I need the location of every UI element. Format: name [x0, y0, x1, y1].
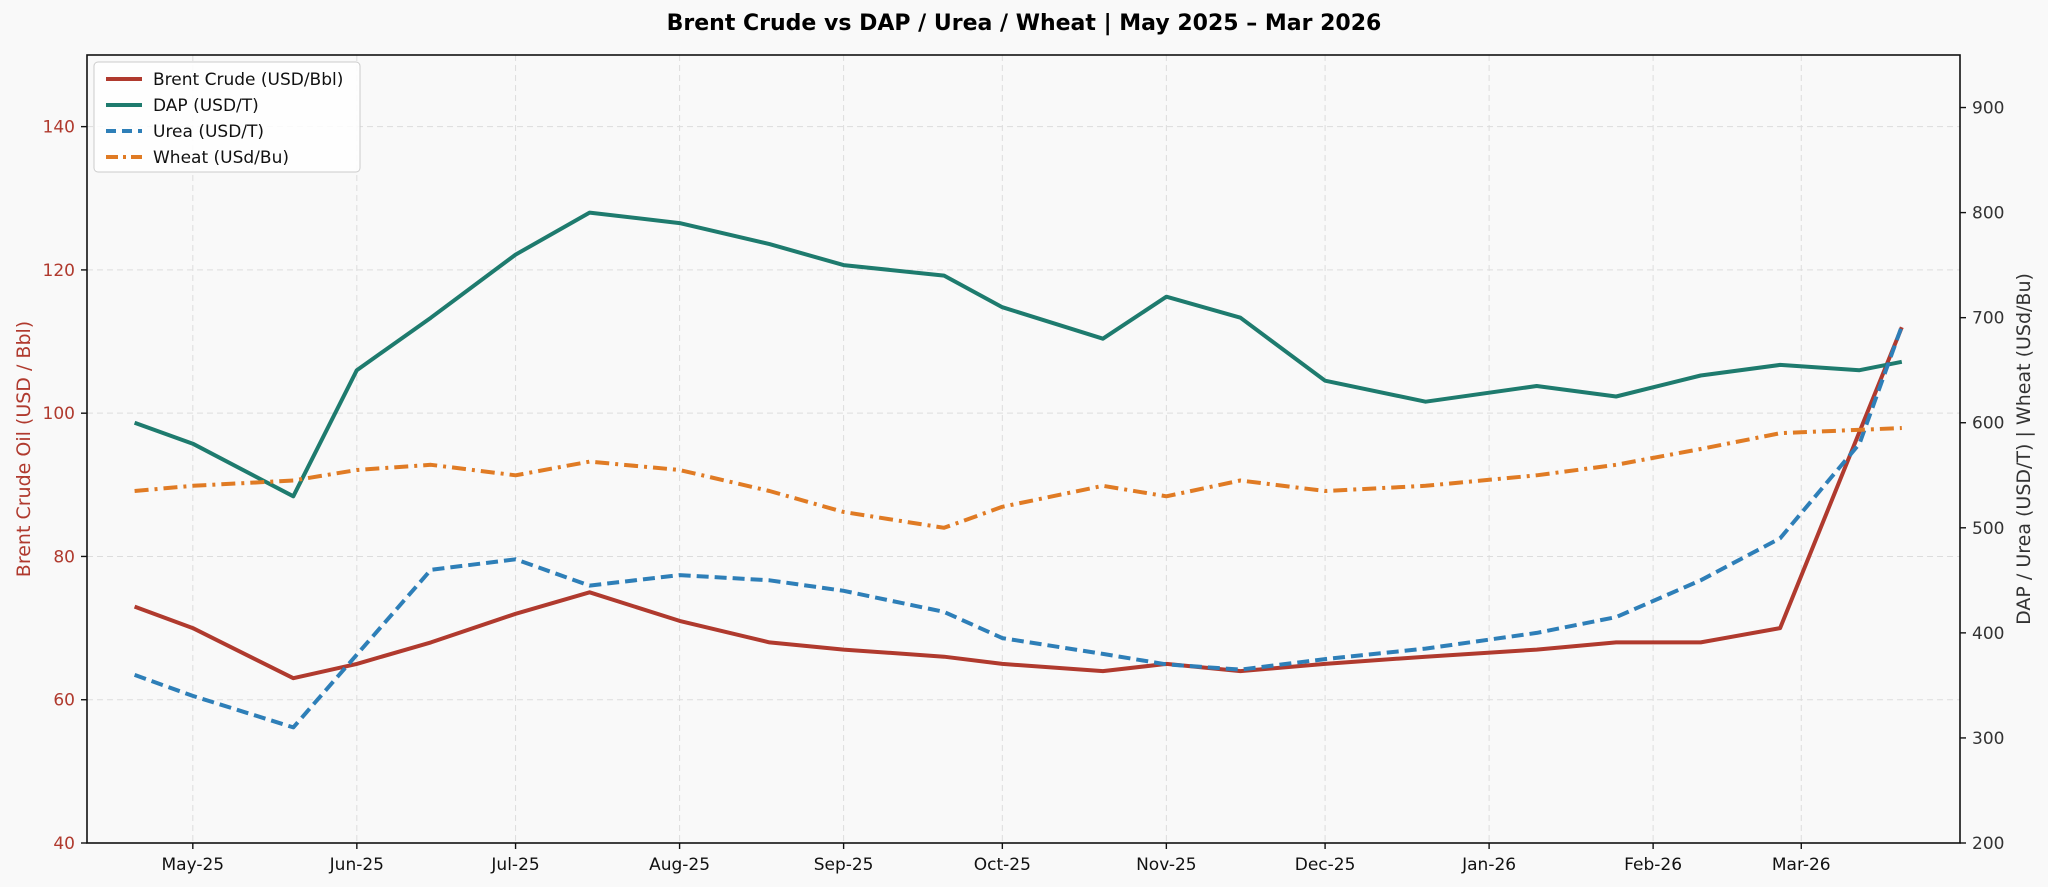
y-left-tick-label: 60 — [53, 691, 75, 711]
series-line-brent — [133, 326, 1904, 681]
x-tick-label: Feb-26 — [1624, 855, 1682, 875]
legend: Brent Crude (USD/Bbl) DAP (USD/T) Urea (US… — [93, 61, 361, 173]
x-tick-label: Sep-25 — [814, 855, 874, 875]
y-left-tick-label: 100 — [43, 404, 75, 424]
y-right-tick-label: 200 — [1972, 834, 2004, 854]
y-right-tick-label: 500 — [1972, 519, 2004, 539]
y-right-tick-label: 900 — [1972, 99, 2004, 119]
series-line-urea — [133, 325, 1904, 730]
x-tick-label: Oct-25 — [974, 855, 1031, 875]
y-axis-left-label: Brent Crude Oil (USD / Bbl) — [13, 321, 35, 577]
x-tick-label: Jun-25 — [329, 855, 384, 875]
legend-label: DAP (USD/T) — [153, 96, 259, 116]
y-right-tick-label: 800 — [1972, 204, 2004, 224]
x-tick-label: Mar-26 — [1772, 855, 1831, 875]
y-left-tick-label: 120 — [43, 261, 75, 281]
x-tick-label: Nov-25 — [1136, 855, 1197, 875]
grid — [87, 55, 1960, 844]
legend-label: Brent Crude (USD/Bbl) — [153, 70, 343, 90]
y-left-tick-label: 80 — [53, 547, 75, 567]
legend-label: Urea (USD/T) — [153, 122, 264, 142]
series-line-wheat — [134, 426, 1902, 530]
y-left-tick-label: 140 — [43, 118, 75, 138]
x-tick-label: Dec-25 — [1295, 855, 1356, 875]
series-layer — [133, 210, 1904, 730]
y-right-tick-label: 300 — [1972, 729, 2004, 749]
chart-title: Brent Crude vs DAP / Urea / Wheat | May … — [667, 11, 1382, 36]
y-right-tick-label: 700 — [1972, 309, 2004, 329]
y-right-tick-label: 400 — [1972, 624, 2004, 644]
x-tick-label: Aug-25 — [649, 855, 710, 875]
y-right-tick-label: 600 — [1972, 414, 2004, 434]
x-axis: May-25 Jun-25 Jul-25 Aug-25 Sep-25 Oct-25 Nov-… — [162, 843, 1831, 875]
y-axis-right-label: DAP / Urea (USD/T) | Wheat (USd/Bu) — [2013, 273, 2035, 625]
y-axis-right: 200 300 400 500 600 700 800 900 — [1960, 99, 2004, 854]
legend-label: Wheat (USd/Bu) — [153, 148, 289, 168]
plot-frame — [86, 54, 1961, 844]
y-axis-left: 40 60 80 100 120 140 — [43, 118, 87, 854]
x-tick-label: May-25 — [162, 855, 225, 875]
legend-box — [93, 61, 361, 173]
x-tick-label: Jan-26 — [1461, 855, 1516, 875]
x-tick-label: Jul-25 — [490, 855, 539, 875]
y-left-tick-label: 40 — [53, 834, 75, 854]
